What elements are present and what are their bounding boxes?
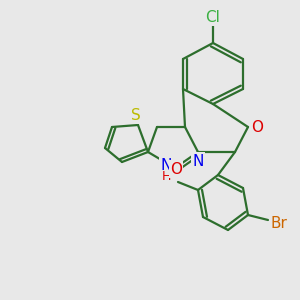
Text: Cl: Cl [206, 10, 220, 25]
Text: O: O [251, 119, 263, 134]
Text: O: O [170, 161, 182, 176]
Text: Br: Br [271, 215, 287, 230]
Text: N: N [192, 154, 204, 169]
Text: N: N [160, 158, 172, 173]
Text: H: H [161, 170, 171, 184]
Text: S: S [131, 107, 141, 122]
